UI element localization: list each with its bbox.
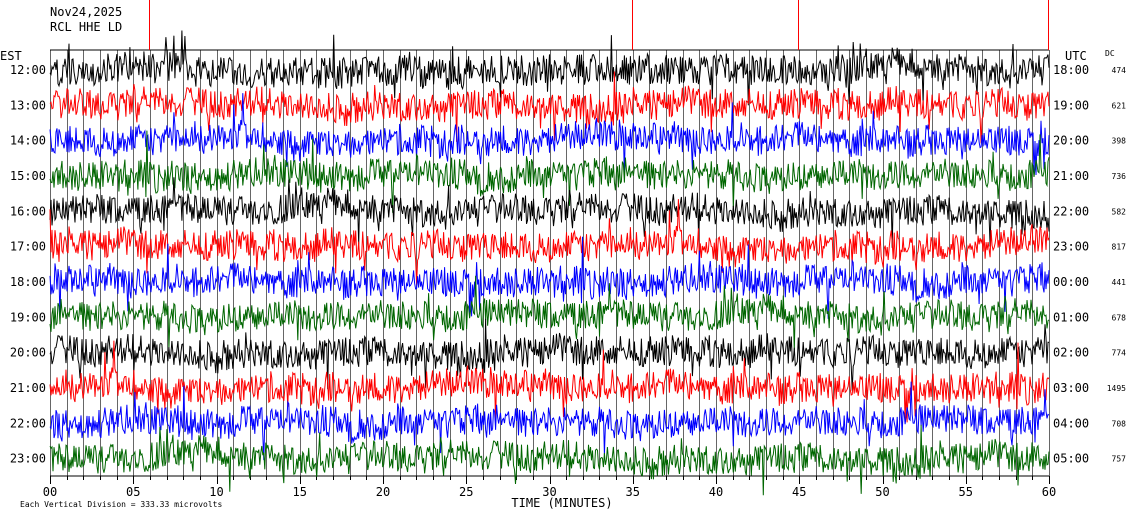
footer-note: Each Vertical Division = 333.33 microvol… xyxy=(20,500,222,509)
trace-row xyxy=(49,199,1050,285)
x-tick-label: 40 xyxy=(709,485,723,499)
dc-offset-label: 757 xyxy=(1112,455,1127,464)
x-tick-label: 60 xyxy=(1042,485,1056,499)
trace-row xyxy=(49,340,1050,424)
x-tick-label: 35 xyxy=(626,485,640,499)
x-tick-label: 00 xyxy=(43,485,57,499)
dc-offset-label: 708 xyxy=(1112,419,1127,428)
est-time-label: 21:00 xyxy=(10,381,46,395)
trace-row xyxy=(49,236,1050,320)
utc-time-label: 01:00 xyxy=(1053,310,1089,324)
utc-time-label: 03:00 xyxy=(1053,381,1089,395)
x-tick-label: 25 xyxy=(459,485,473,499)
dc-offset-label: 474 xyxy=(1112,66,1127,75)
x-tick-label: 05 xyxy=(126,485,140,499)
utc-time-label: 21:00 xyxy=(1053,169,1089,183)
dc-offset-label: 774 xyxy=(1112,349,1127,358)
seismic-traces xyxy=(49,0,1050,496)
trace-row xyxy=(49,177,1050,248)
trace-row xyxy=(49,93,1050,177)
trace-row xyxy=(49,30,1050,106)
est-time-label: 22:00 xyxy=(10,416,46,430)
dc-offset-label: 817 xyxy=(1112,243,1127,252)
utc-time-label: 19:00 xyxy=(1053,98,1089,112)
trace-row xyxy=(49,381,1050,461)
est-time-label: 15:00 xyxy=(10,169,46,183)
dc-offset-label: 1495 xyxy=(1107,384,1126,393)
trace-row xyxy=(49,130,1050,213)
x-tick-label: 55 xyxy=(959,485,973,499)
utc-time-label: 23:00 xyxy=(1053,240,1089,254)
dc-offset-label: 398 xyxy=(1112,137,1127,146)
utc-time-label: 22:00 xyxy=(1053,204,1089,218)
utc-time-label: 05:00 xyxy=(1053,452,1089,466)
dc-offset-label: 441 xyxy=(1112,278,1127,287)
utc-time-label: 20:00 xyxy=(1053,134,1089,148)
utc-time-label: 02:00 xyxy=(1053,346,1089,360)
trace-row xyxy=(49,318,1050,391)
x-tick-label: 50 xyxy=(875,485,889,499)
trace-row xyxy=(49,424,1050,496)
right-axis-title: UTC xyxy=(1065,49,1087,63)
trace-row xyxy=(49,275,1050,351)
row-labels: 12:00 18:00 474 13:00 19:00 621 14:00 20:00 398 1… xyxy=(10,63,1126,466)
left-axis-title: EST xyxy=(0,49,22,63)
est-time-label: 17:00 xyxy=(10,240,46,254)
utc-time-label: 18:00 xyxy=(1053,63,1089,77)
est-time-label: 13:00 xyxy=(10,98,46,112)
header-date: Nov24,2025 xyxy=(50,5,122,19)
x-tick-label: 10 xyxy=(209,485,223,499)
est-time-label: 19:00 xyxy=(10,310,46,324)
est-time-label: 20:00 xyxy=(10,346,46,360)
x-tick-label: 30 xyxy=(542,485,556,499)
x-tick-label: 20 xyxy=(376,485,390,499)
trace-row xyxy=(49,71,1050,144)
x-tick-label: 15 xyxy=(293,485,307,499)
est-time-label: 23:00 xyxy=(10,452,46,466)
x-axis-ticks: 00 05 10 15 20 25 30 35 40 45 50 55 60 xyxy=(43,485,1056,499)
est-time-label: 14:00 xyxy=(10,134,46,148)
x-tick-label: 45 xyxy=(792,485,806,499)
dc-offset-label: 678 xyxy=(1112,313,1127,322)
est-time-label: 12:00 xyxy=(10,63,46,77)
dc-offset-label: 621 xyxy=(1112,101,1127,110)
utc-time-label: 00:00 xyxy=(1053,275,1089,289)
est-time-label: 16:00 xyxy=(10,204,46,218)
utc-time-label: 04:00 xyxy=(1053,416,1089,430)
header-station: RCL HHE LD xyxy=(50,20,122,34)
x-axis-title: TIME (MINUTES) xyxy=(511,496,612,510)
dc-offset-label: 736 xyxy=(1112,172,1127,181)
dc-column-title: DC xyxy=(1105,49,1115,58)
est-time-label: 18:00 xyxy=(10,275,46,289)
dc-offset-label: 582 xyxy=(1112,207,1127,216)
